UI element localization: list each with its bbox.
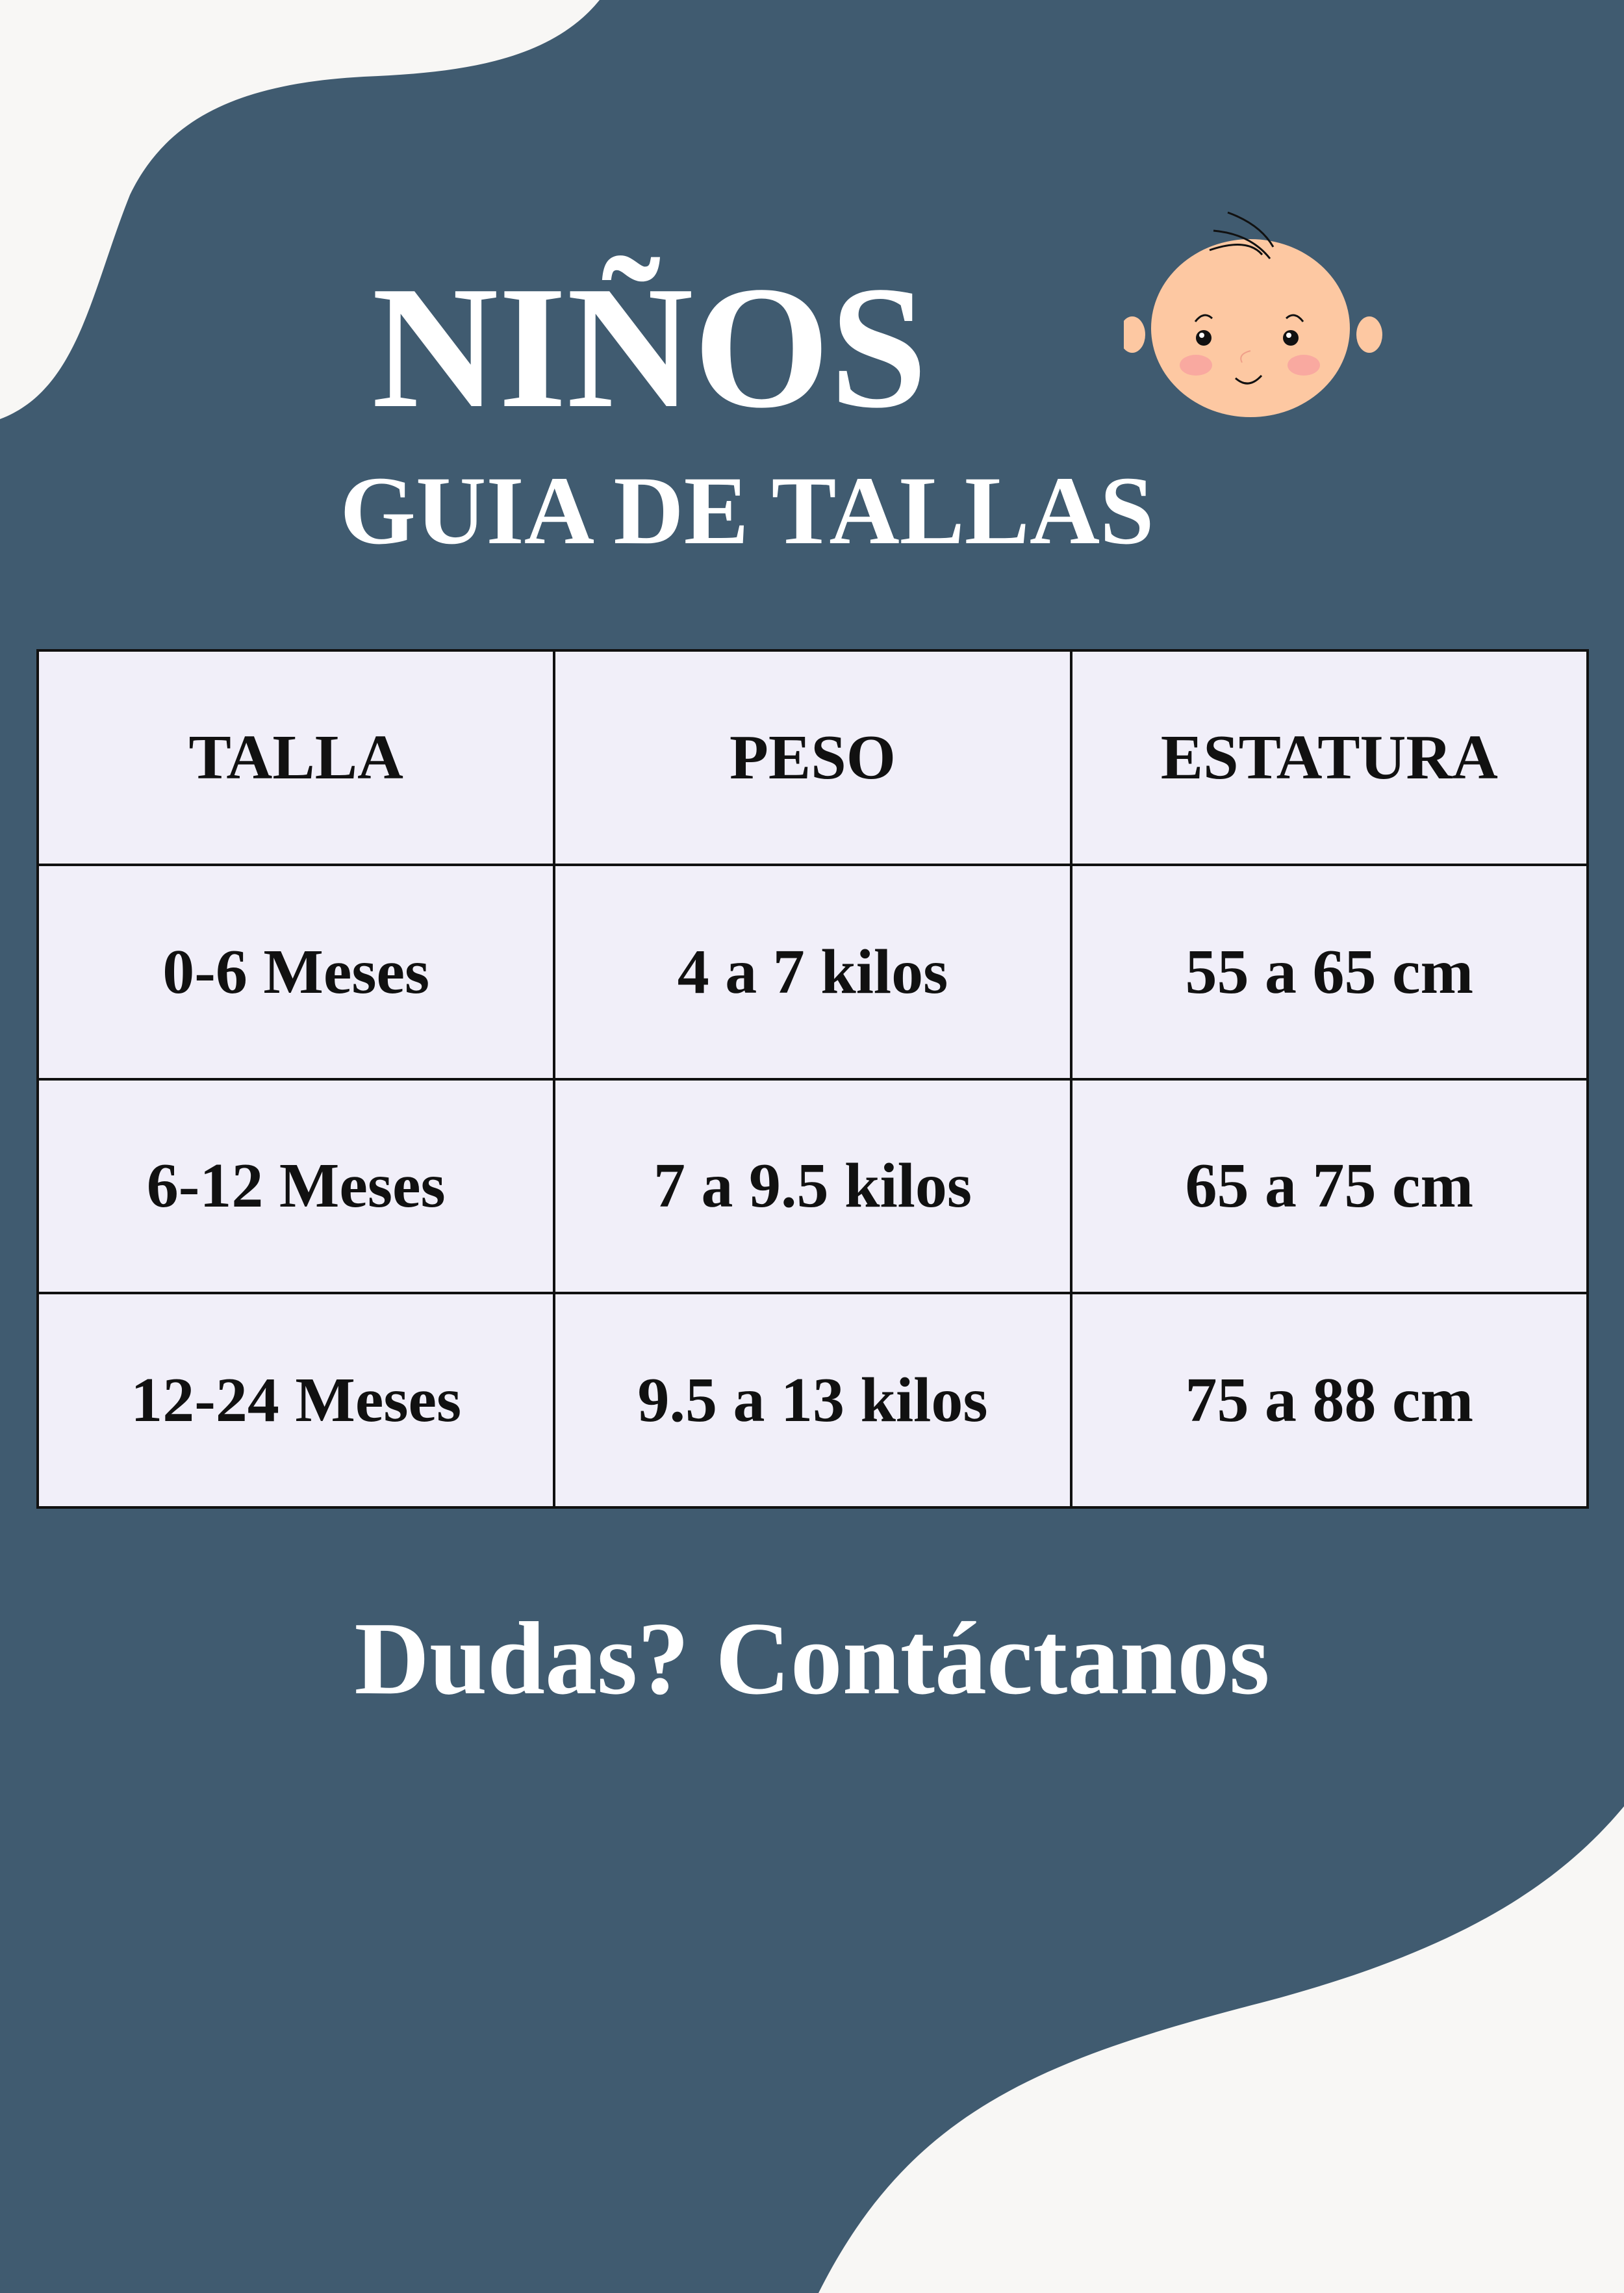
table-row: 6-12 Meses 7 a 9.5 kilos 65 a 75 cm <box>36 1077 1590 1295</box>
cell-talla: 12-24 Meses <box>36 1292 556 1509</box>
page-title: NIÑOS <box>372 250 928 444</box>
cell-talla: 0-6 Meses <box>36 863 556 1081</box>
contact-text: Dudas? Contáctanos <box>354 1600 1270 1716</box>
cell-peso: 7 a 9.5 kilos <box>553 1077 1072 1295</box>
table-row: 12-24 Meses 9.5 a 13 kilos 75 a 88 cm <box>36 1292 1590 1509</box>
cell-estatura: 55 a 65 cm <box>1069 863 1590 1081</box>
page-subtitle: GUIA DE TALLAS <box>340 457 1154 565</box>
cell-estatura: 75 a 88 cm <box>1069 1292 1590 1509</box>
cell-peso: 9.5 a 13 kilos <box>553 1292 1072 1509</box>
table-row: 0-6 Meses 4 a 7 kilos 55 a 65 cm <box>36 863 1590 1081</box>
header-estatura: ESTATURA <box>1069 649 1590 866</box>
top-left-blob <box>0 0 600 419</box>
bottom-right-blob <box>818 1806 1624 2293</box>
size-table: TALLA PESO ESTATURA 0-6 Meses 4 a 7 kilo… <box>36 649 1590 1509</box>
header-talla: TALLA <box>36 649 556 866</box>
cell-peso: 4 a 7 kilos <box>553 863 1072 1081</box>
table-header-row: TALLA PESO ESTATURA <box>36 649 1590 866</box>
cell-talla: 6-12 Meses <box>36 1077 556 1295</box>
header-peso: PESO <box>553 649 1072 866</box>
baby-face-icon <box>1124 211 1382 417</box>
cell-estatura: 65 a 75 cm <box>1069 1077 1590 1295</box>
